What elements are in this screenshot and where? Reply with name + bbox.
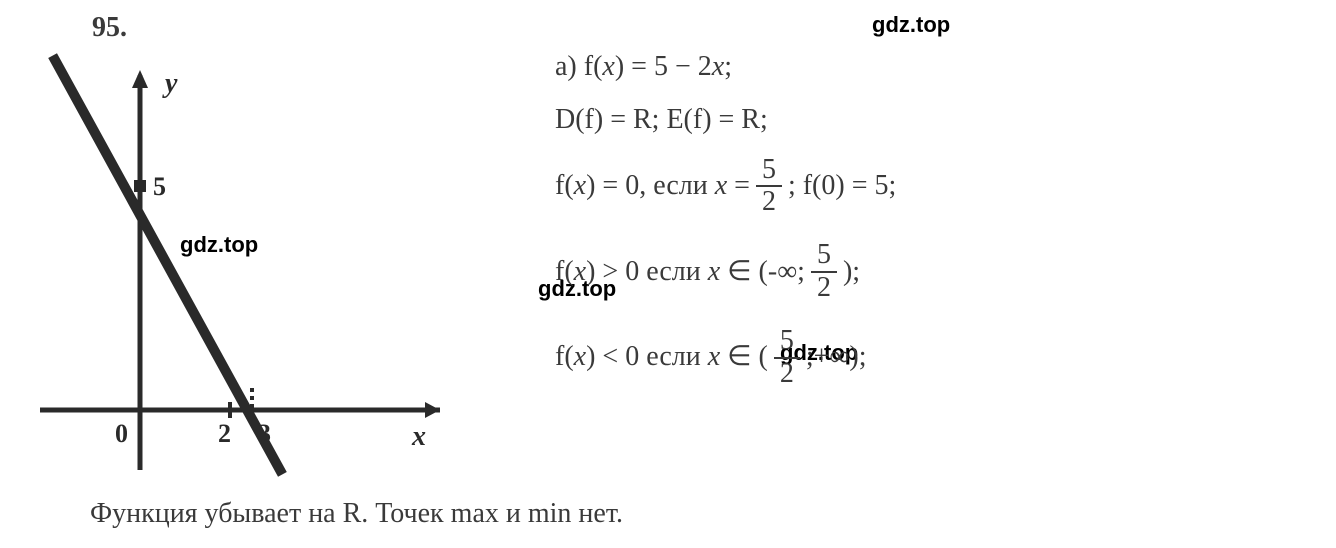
frac-den: 2: [774, 359, 800, 390]
frac-den: 2: [756, 187, 782, 218]
line-b-text: D(f) = R; E(f) = R;: [555, 98, 768, 143]
bottom-conclusion: Функция убывает на R. Точек max и min не…: [90, 498, 623, 530]
function-graph: y x 0 5 2 3: [20, 50, 460, 480]
frac-num: 5: [756, 155, 782, 188]
line-c-suffix: ; f(0) = 5;: [788, 164, 896, 209]
fraction-5-2-a: 5 2: [756, 155, 782, 219]
math-line-a: а) f(x) = 5 − 2x;: [555, 45, 1305, 90]
fraction-5-2-b: 5 2: [811, 240, 837, 304]
problem-number: 95.: [92, 12, 127, 44]
y-axis-label: y: [162, 68, 178, 99]
origin-label: 0: [115, 419, 128, 448]
x-axis-label: x: [411, 421, 426, 452]
frac-num: 5: [774, 326, 800, 359]
x-axis-arrow: [425, 402, 440, 418]
chart-svg: y x 0 5 2 3: [20, 50, 460, 480]
line-e-prefix: f(x) < 0 если x ∈ (: [555, 335, 768, 380]
math-line-e: f(x) < 0 если x ∈ ( 5 2 ;+∞);: [555, 326, 1305, 390]
y-axis-arrow: [132, 70, 148, 88]
x-tick-3-label: 3: [258, 419, 271, 448]
y-tick-5-label: 5: [153, 172, 166, 201]
fraction-5-2-c: 5 2: [774, 326, 800, 390]
math-content-block: а) f(x) = 5 − 2x; D(f) = R; E(f) = R; f(…: [555, 45, 1305, 397]
frac-den: 2: [811, 273, 837, 304]
y-tick-5-mark: [134, 180, 146, 192]
x-tick-2-label: 2: [218, 419, 231, 448]
math-line-b: D(f) = R; E(f) = R;: [555, 98, 1305, 143]
math-line-c: f(x) = 0, если x = 5 2 ; f(0) = 5;: [555, 155, 1305, 219]
line-e-suffix: ;+∞);: [806, 335, 867, 380]
line-d-prefix: f(x) > 0 если x ∈ (-∞;: [555, 250, 805, 295]
line-d-suffix: );: [843, 250, 860, 295]
math-line-d: f(x) > 0 если x ∈ (-∞; 5 2 );: [555, 240, 1305, 304]
line-a-text: а) f(x) = 5 − 2x;: [555, 45, 732, 90]
line-c-prefix: f(x) = 0, если x =: [555, 164, 750, 209]
frac-num: 5: [811, 240, 837, 273]
watermark-1: gdz.top: [872, 12, 950, 38]
